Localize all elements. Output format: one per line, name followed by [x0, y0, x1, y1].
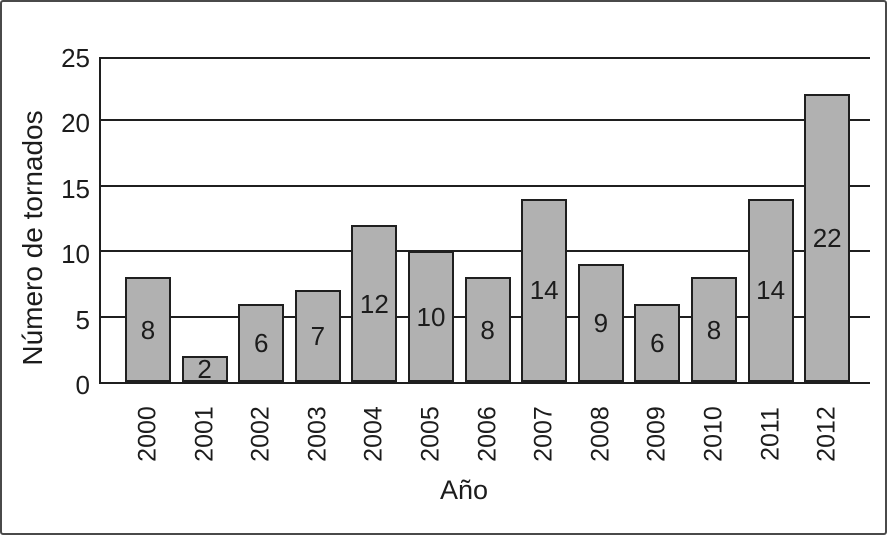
x-tick-label: 2006 [473, 406, 502, 462]
x-tick-label: 2008 [586, 406, 615, 462]
bar-2009: 6 [634, 303, 681, 382]
bar-2004: 12 [351, 225, 398, 382]
bar-value-label: 9 [593, 308, 609, 339]
bar-value-label: 8 [706, 314, 722, 345]
x-axis-title: Año [439, 475, 489, 505]
bar-value-label: 7 [310, 321, 326, 352]
bar-value-label: 22 [812, 223, 842, 254]
x-tick-label: 2004 [359, 406, 388, 462]
bar-2002: 6 [238, 303, 285, 382]
bar-value-label: 12 [359, 288, 389, 319]
y-tick-label: 15 [61, 173, 90, 204]
bar-value-label: 6 [253, 327, 269, 358]
y-tick-label: 10 [61, 239, 90, 270]
gridline [101, 184, 870, 187]
bar-2003: 7 [294, 290, 341, 382]
bar-value-label: 10 [416, 301, 446, 332]
bar-value-label: 8 [480, 314, 495, 345]
plot-area: 8 2 6 7 12 10 8 14 9 6 8 14 22 [99, 57, 870, 384]
y-tick-label: 0 [75, 370, 90, 400]
x-tick-label: 2002 [246, 406, 275, 462]
gridline [101, 119, 870, 122]
bar-value-label: 14 [756, 275, 786, 306]
bar-2010: 8 [691, 277, 737, 382]
bar-2005: 10 [408, 251, 454, 382]
bar-value-label: 8 [140, 314, 156, 345]
bar-value-label: 14 [529, 275, 559, 306]
x-tick-label: 2011 [756, 407, 785, 461]
bar-2011: 14 [747, 198, 794, 382]
x-tick-label: 2012 [812, 406, 841, 462]
bar-2012: 22 [804, 94, 851, 382]
x-tick-label: 2000 [133, 406, 162, 462]
bar-value-label: 2 [197, 353, 212, 384]
gridline [101, 250, 870, 253]
x-tick-label: 2003 [303, 406, 332, 462]
bar-value-label: 6 [650, 327, 665, 358]
bar-2007: 14 [521, 198, 568, 382]
y-tick-label: 5 [75, 304, 90, 335]
y-tick-label: 20 [61, 108, 90, 139]
x-tick-label: 2005 [416, 406, 445, 462]
bar-2000: 8 [125, 277, 171, 382]
y-tick-label: 25 [61, 43, 90, 73]
x-tick-label: 2010 [699, 406, 728, 462]
x-tick-label: 2007 [529, 406, 558, 462]
bar-2008: 9 [577, 264, 624, 382]
x-tick-label: 2001 [190, 406, 219, 462]
x-tick-label: 2009 [642, 406, 671, 462]
bar-2006: 8 [464, 277, 511, 382]
bar-2001: 2 [181, 353, 228, 384]
